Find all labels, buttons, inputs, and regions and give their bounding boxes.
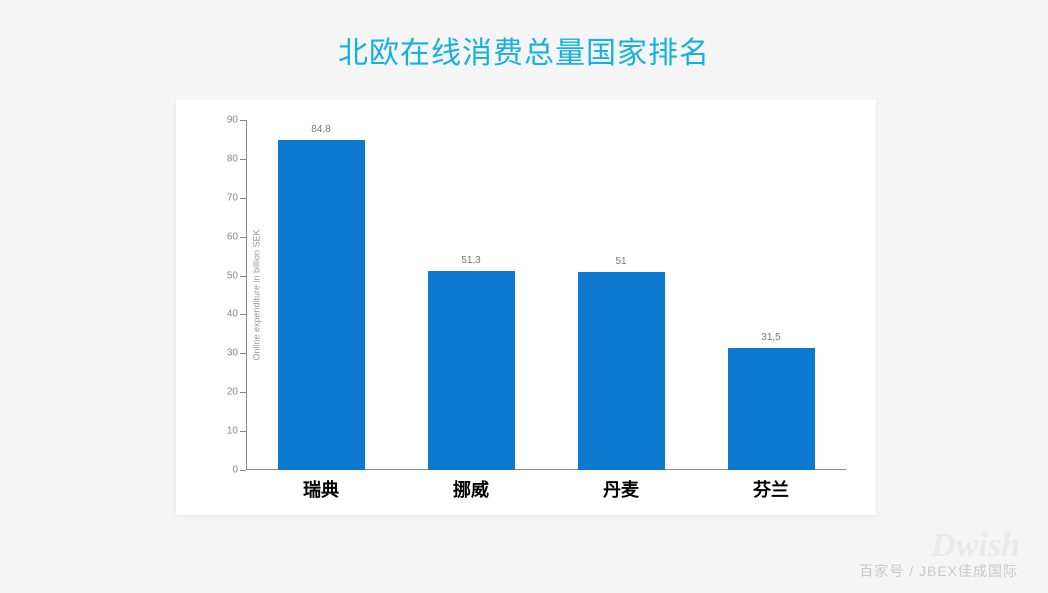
y-tick-label: 30 [208,348,238,359]
plot-area: Online expenditure in billion SEK 010203… [246,120,846,470]
bar-value-label: 51,3 [428,255,515,266]
y-tick-label: 40 [208,309,238,320]
y-tick-label: 20 [208,387,238,398]
y-axis-title: Online expenditure in billion SEK [252,229,262,360]
x-category-label: 瑞典 [303,476,339,502]
bar-value-label: 84,8 [278,124,365,135]
y-tick-label: 10 [208,426,238,437]
y-tick [240,198,246,199]
y-tick-label: 50 [208,270,238,281]
y-tick [240,431,246,432]
bar: 31,5 [728,348,815,471]
y-tick [240,353,246,354]
bar: 51,3 [428,271,515,471]
y-tick [240,314,246,315]
watermark-logo: Dwish [931,527,1020,565]
y-tick [240,237,246,238]
y-tick [240,120,246,121]
x-category-label: 芬兰 [753,476,789,502]
chart-card: Online expenditure in billion SEK 0 10 20 3… [176,100,876,515]
bar: 84,8 [278,140,365,470]
bar-value-label: 51 [578,256,665,267]
y-tick-label: 80 [208,153,238,164]
bar-value-label: 31,5 [728,332,815,343]
page-title: 北欧在线消费总量国家排名 [0,0,1048,72]
y-tick [240,276,246,277]
watermark-text: 百家号 / JBEX佳成国际 [859,561,1018,581]
y-tick [240,470,246,471]
y-tick-label: 90 [208,115,238,126]
y-tick-label: 70 [208,192,238,203]
y-tick [240,159,246,160]
y-tick [240,392,246,393]
y-axis [246,120,247,470]
y-tick-label: 0 [208,465,238,476]
x-category-label: 丹麦 [603,476,639,502]
x-category-label: 挪威 [453,476,489,502]
bar: 51 [578,272,665,470]
y-tick-label: 60 [208,231,238,242]
